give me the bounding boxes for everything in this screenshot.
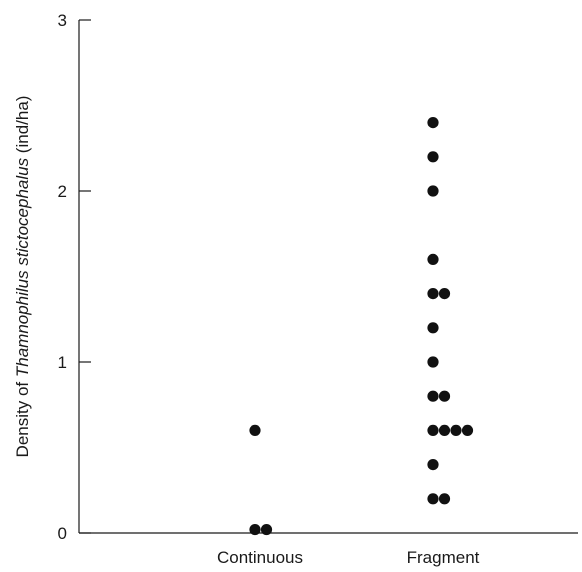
x-category-label: Continuous (217, 548, 303, 567)
data-point (427, 356, 439, 368)
data-point (260, 523, 273, 536)
y-tick-label: 0 (58, 524, 67, 543)
data-point (427, 185, 439, 197)
data-point (450, 424, 462, 436)
data-point (427, 151, 439, 163)
axes (78, 20, 578, 534)
data-point (438, 288, 451, 300)
data-point (438, 493, 451, 505)
data-point (427, 117, 439, 129)
data-point (427, 253, 439, 265)
data-point (427, 288, 439, 300)
data-point (427, 493, 439, 505)
data-point (427, 390, 439, 402)
data-point (427, 459, 439, 471)
x-category-label: Fragment (407, 548, 480, 567)
y-axis-label-part: Thamnophilus stictocephalus (13, 157, 32, 377)
data-points (249, 117, 474, 536)
y-tick-label: 3 (58, 11, 67, 30)
data-point (438, 424, 451, 436)
y-axis-label-part: Density of (13, 377, 32, 457)
y-axis-label-part: (ind/ha) (13, 96, 32, 158)
y-ticks: 0 1 2 3 (58, 11, 91, 543)
data-point (427, 424, 439, 436)
data-point (249, 523, 261, 536)
data-point (249, 424, 261, 436)
data-point (427, 322, 439, 334)
x-category-labels: Continuous Fragment (217, 548, 480, 567)
data-point (438, 390, 451, 402)
y-tick-label: 1 (58, 353, 67, 372)
data-point (461, 424, 474, 436)
y-tick-label: 2 (58, 182, 67, 201)
y-axis-label: Density of Thamnophilus stictocephalus (… (13, 96, 32, 458)
